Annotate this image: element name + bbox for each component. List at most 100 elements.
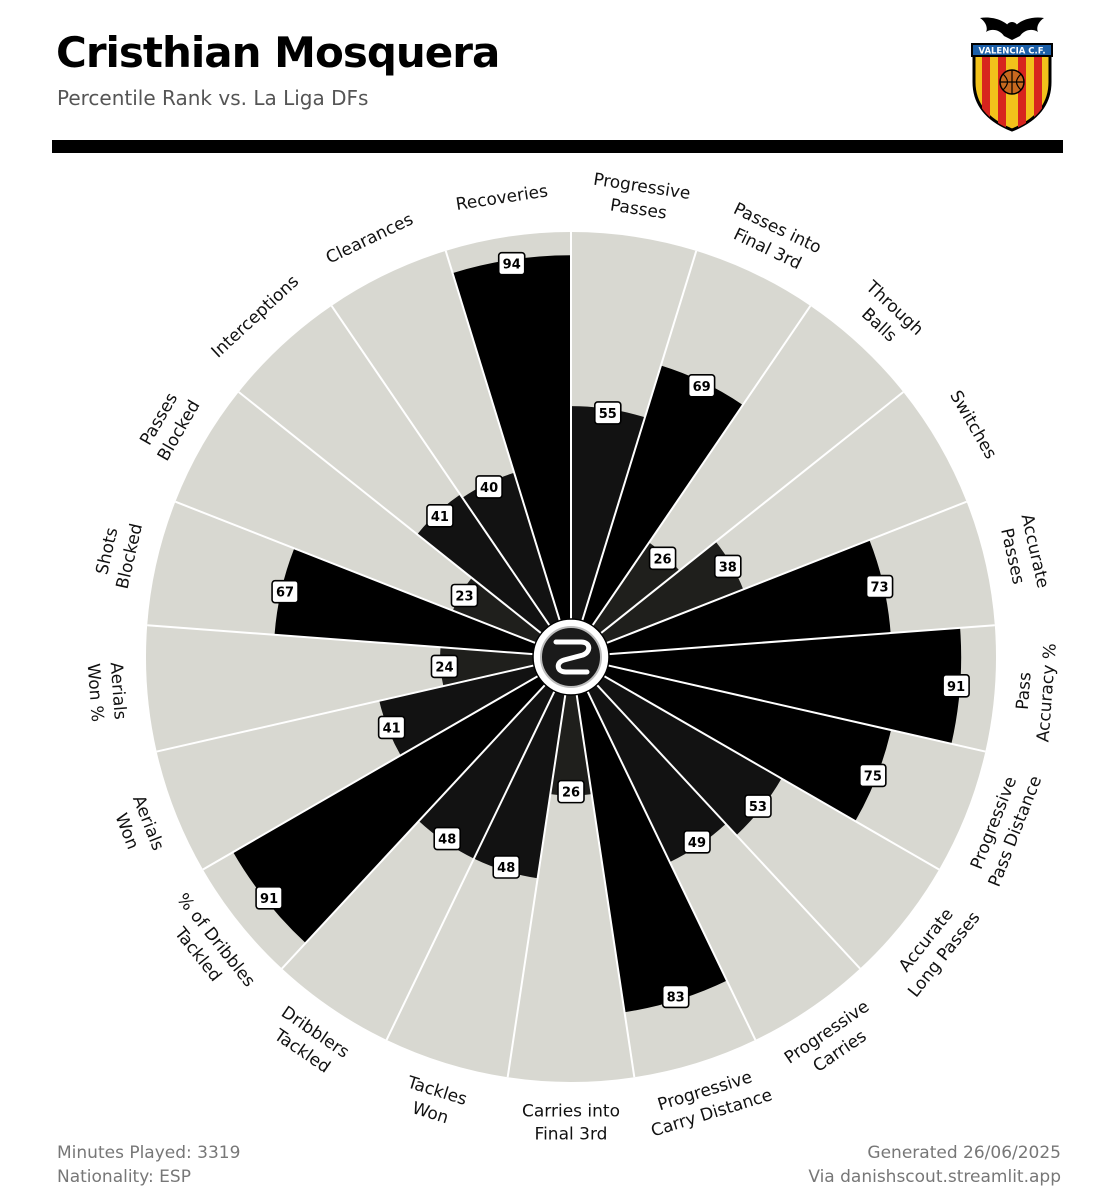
crest-text: VALENCIA C.F. [978,47,1045,57]
svg-text:40: 40 [480,481,498,496]
value-label-through-balls: 26 [648,546,677,571]
header-divider [52,140,1063,153]
value-label-pass-accuracy: 91 [942,674,970,698]
bar-progressive-pass-distance [603,665,892,822]
svg-text:55: 55 [599,407,617,422]
bar-progressive-passes [571,406,645,621]
spoke-line [607,664,986,753]
spoke-line [238,391,542,635]
bar-accurate-passes [606,539,891,655]
value-label-tackles-won: 48 [492,855,521,879]
footer-left: Minutes Played: 3319 Nationality: ESP [57,1141,240,1189]
svg-text:94: 94 [503,258,521,273]
axis-label-recoveries: Recoveries [454,181,549,215]
axis-label-accurate-passes: AccuratePasses [994,512,1053,595]
bar-of-dribbles-tackled [233,676,546,944]
spoke-line [506,694,567,1078]
svg-text:41: 41 [383,721,401,736]
value-label-progressive-carry-distance: 83 [661,984,690,1009]
svg-text:38: 38 [719,560,737,575]
bar-recoveries [452,255,571,621]
minutes-played: Minutes Played: 3319 [57,1143,241,1163]
bar-dribblers-tackled [418,684,555,859]
value-label-accurate-passes: 73 [865,574,894,599]
svg-text:83: 83 [667,990,685,1005]
svg-text:26: 26 [562,786,580,801]
bar-progressive-carry-distance [576,691,727,1013]
value-label-progressive-pass-distance: 75 [859,763,887,788]
axis-label-clearances: Clearances [323,209,417,268]
value-label-passes-into-final-3rd: 69 [687,373,716,398]
svg-text:91: 91 [947,680,965,695]
spoke-line [575,694,636,1078]
bar-aerials-won [440,647,534,687]
bar-clearances [462,472,560,626]
bar-switches [600,541,744,644]
bar-shots-blocked [274,548,536,655]
value-label-of-dribbles-tackled: 91 [255,885,283,910]
axis-label-pass-accuracy: PassAccuracy % [1011,641,1061,743]
page-subtitle: Percentile Rank vs. La Liga DFs [57,86,369,110]
value-label-aerials-won: 24 [430,654,459,679]
axis-label-tackles-won: TacklesWon [397,1072,469,1131]
spoke-line [156,664,535,753]
spoke-line [591,305,812,627]
spoke-line [603,675,940,871]
value-label-switches: 38 [714,554,742,579]
value-label-progressive-passes: 55 [593,401,622,425]
svg-text:75: 75 [864,769,882,784]
spoke-line [175,500,536,645]
axis-label-shots-blocked: ShotsBlocked [90,516,147,591]
svg-text:24: 24 [435,660,453,675]
value-label-passes-blocked: 23 [450,583,479,608]
value-label-aerials-won: 41 [377,715,406,740]
value-label-clearances: 40 [475,475,503,499]
axis-label-carries-into-final-3rd: Carries into Final 3rd [522,1102,620,1145]
nationality: Nationality: ESP [57,1167,191,1187]
spoke-line [600,391,904,635]
spoke-line [281,684,546,970]
axis-label-aerials-won: AerialsWon % [83,661,130,723]
value-label-carries-into-final-3rd: 26 [557,779,585,804]
svg-text:41: 41 [431,510,449,525]
svg-text:48: 48 [497,861,515,876]
page-title: Cristhian Mosquera [56,28,500,77]
value-label-recoveries: 94 [497,251,526,276]
axis-label-passes-blocked: PassesBlocked [134,385,205,464]
bar-progressive-carries [587,684,726,863]
svg-text:48: 48 [438,833,456,848]
bar-carries-into-final-3rd [550,694,592,796]
spoke-line [202,675,539,871]
axis-label-aerials-won: AerialsWon [107,793,168,862]
background-wedge-carries-into-final-3rd [507,694,635,1082]
background-wedge-passes-blocked [175,392,542,644]
spoke-line [606,500,967,645]
danishscout-logo-icon [532,618,610,696]
spoke-line [596,684,861,970]
generated-date: Generated 26/06/2025 [867,1143,1061,1163]
svg-text:26: 26 [654,552,672,567]
spoke-line [581,250,698,621]
value-label-interceptions: 41 [426,503,454,528]
spoke-line [444,250,561,621]
source-link: Via danishscout.streamlit.app [808,1167,1061,1187]
svg-text:73: 73 [871,581,889,596]
value-label-progressive-carries: 49 [683,829,711,854]
valencia-crest-icon: VALENCIA C.F. [971,17,1053,132]
spoke-line [586,690,757,1041]
value-label-dribblers-tackled: 48 [433,826,462,851]
svg-text:69: 69 [693,380,711,395]
bar-aerials-won [379,665,539,756]
svg-text:53: 53 [749,800,767,815]
spoke-line [385,690,556,1041]
bar-interceptions [417,494,550,634]
axis-label-progressive-carry-distance: ProgressiveCarry Distance [642,1063,775,1141]
value-label-shots-blocked: 67 [271,579,299,604]
svg-text:49: 49 [688,836,706,851]
spoke-line [608,624,995,656]
axis-label-switches: Switches [945,387,1000,463]
spoke-line [147,624,534,656]
axis-label-progressive-passes: ProgressivePasses [589,170,692,227]
axis-label-dribblers-tackled: DribblersTackled [264,1002,352,1081]
